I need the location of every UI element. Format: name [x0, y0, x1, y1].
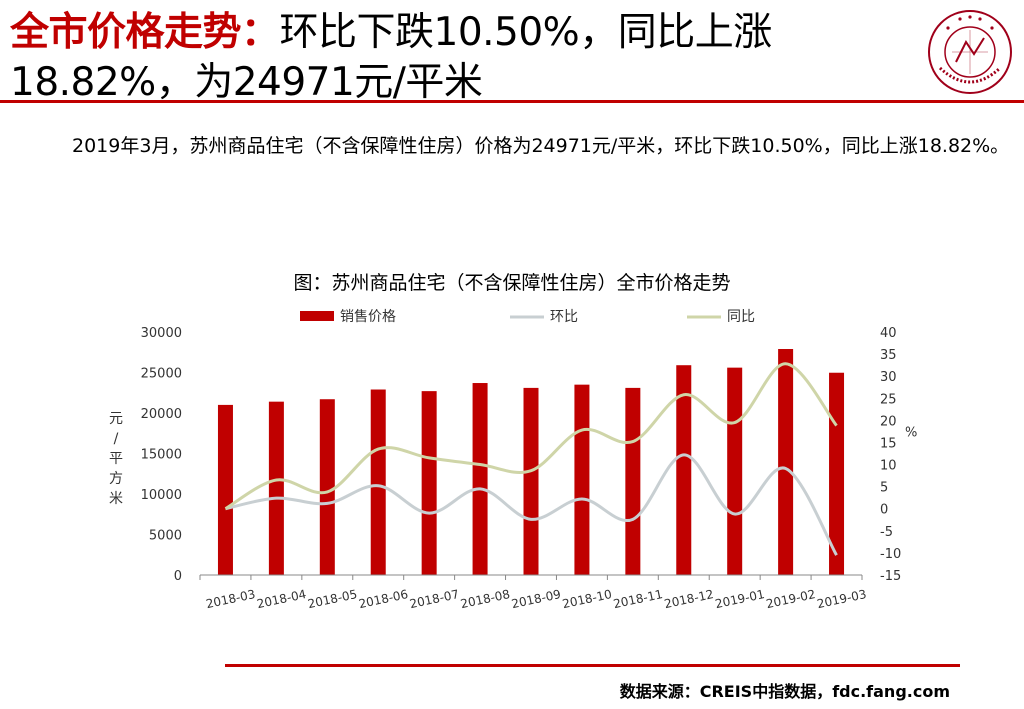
y-right-tick-label: 30 — [880, 370, 897, 385]
y-left-axis-label-char: 米 — [109, 491, 123, 507]
legend-label-yoy: 同比 — [727, 309, 755, 325]
bar-sales-price — [829, 372, 845, 575]
x-tick-label: 2019-01 — [714, 587, 766, 611]
bar-sales-price — [217, 404, 233, 575]
y-left-tick-label: 25000 — [141, 367, 182, 382]
china-index-academy-logo — [926, 8, 1014, 96]
x-tick-label: 2018-05 — [306, 587, 358, 611]
x-tick-label: 2018-11 — [612, 587, 664, 611]
y-right-tick-label: 15 — [880, 436, 897, 451]
y-right-tick-label: 35 — [880, 348, 897, 363]
header-divider — [0, 100, 1024, 103]
y-right-tick-label: 20 — [880, 414, 897, 429]
y-left-tick-label: 30000 — [141, 326, 182, 341]
y-right-axis-label: % — [905, 425, 917, 440]
data-source: 数据来源：CREIS中指数据，fdc.fang.com — [619, 682, 950, 701]
x-tick-label: 2018-06 — [357, 587, 409, 611]
bar-sales-price — [727, 367, 743, 575]
headline-lead: 全市价格走势： — [10, 10, 280, 55]
x-tick-label: 2018-03 — [205, 587, 257, 611]
headline-rest: 环比下跌10.50%，同比上涨 — [279, 10, 773, 55]
x-tick-label: 2019-02 — [765, 587, 817, 611]
y-left-tick-label: 20000 — [141, 407, 182, 422]
chart-title: 图：苏州商品住宅（不含保障性住房）全市价格走势 — [293, 272, 731, 294]
y-left-tick-label: 0 — [174, 569, 182, 584]
y-left-tick-label: 15000 — [141, 448, 182, 463]
bar-sales-price — [676, 365, 692, 575]
y-right-tick-label: 10 — [880, 459, 897, 474]
x-tick-label: 2019-03 — [816, 587, 868, 611]
bar-sales-price — [370, 389, 386, 575]
bar-sales-price — [523, 387, 539, 575]
y-left-tick-label: 5000 — [149, 529, 182, 544]
bar-sales-price — [472, 383, 488, 575]
y-left-axis-label-char: 元 — [109, 411, 123, 427]
y-left-axis-label-char: / — [114, 431, 119, 447]
x-tick-label: 2018-08 — [459, 587, 511, 611]
y-left-tick-label: 10000 — [141, 488, 182, 503]
price-trend-chart: 销售价格 环比 同比 0 5000 10000 15000 20000 25000 30000 -1… — [109, 309, 917, 611]
x-tick-label: 2018-07 — [408, 587, 460, 611]
logo-seal-icon — [928, 10, 1012, 94]
legend-label-sales-price: 销售价格 — [340, 309, 396, 325]
legend-label-mom: 环比 — [550, 309, 578, 325]
y-right-tick-label: 5 — [880, 481, 888, 496]
bar-sales-price — [778, 349, 794, 575]
footer-divider — [225, 664, 960, 667]
x-tick-label: 2018-04 — [256, 587, 308, 611]
y-right-tick-label: 0 — [880, 503, 888, 518]
line-yoy — [224, 362, 838, 511]
page-headline: 全市价格走势：环比下跌10.50%，同比上涨 18.82%，为24971元/平米 — [10, 8, 910, 108]
y-right-tick-label: 40 — [880, 326, 897, 341]
x-tick-label: 2018-09 — [510, 587, 562, 611]
bar-sales-price — [319, 399, 335, 575]
summary-paragraph: 2019年3月，苏州商品住宅（不含保障性住房）价格为24971元/平米，环比下跌… — [72, 135, 1010, 157]
x-tick-label: 2018-10 — [561, 587, 613, 611]
y-right-tick-label: -15 — [880, 569, 901, 584]
bar-sales-price — [625, 387, 641, 575]
headline-line-2: 18.82%，为24971元/平米 — [10, 60, 483, 105]
x-tick-label: 2018-12 — [663, 587, 715, 611]
bar-sales-price — [574, 384, 590, 575]
y-right-tick-label: -5 — [880, 525, 893, 540]
headline-line-1: 全市价格走势：环比下跌10.50%，同比上涨 — [10, 8, 910, 58]
bar-sales-price — [268, 401, 284, 575]
y-right-tick-label: -10 — [880, 547, 901, 562]
y-left-axis-label-char: 平 — [109, 451, 123, 467]
bar-sales-price — [421, 391, 437, 575]
legend-swatch-sales-price — [300, 311, 334, 321]
y-left-axis-label-char: 方 — [109, 471, 123, 487]
line-mom — [225, 453, 838, 556]
y-right-tick-label: 25 — [880, 392, 897, 407]
